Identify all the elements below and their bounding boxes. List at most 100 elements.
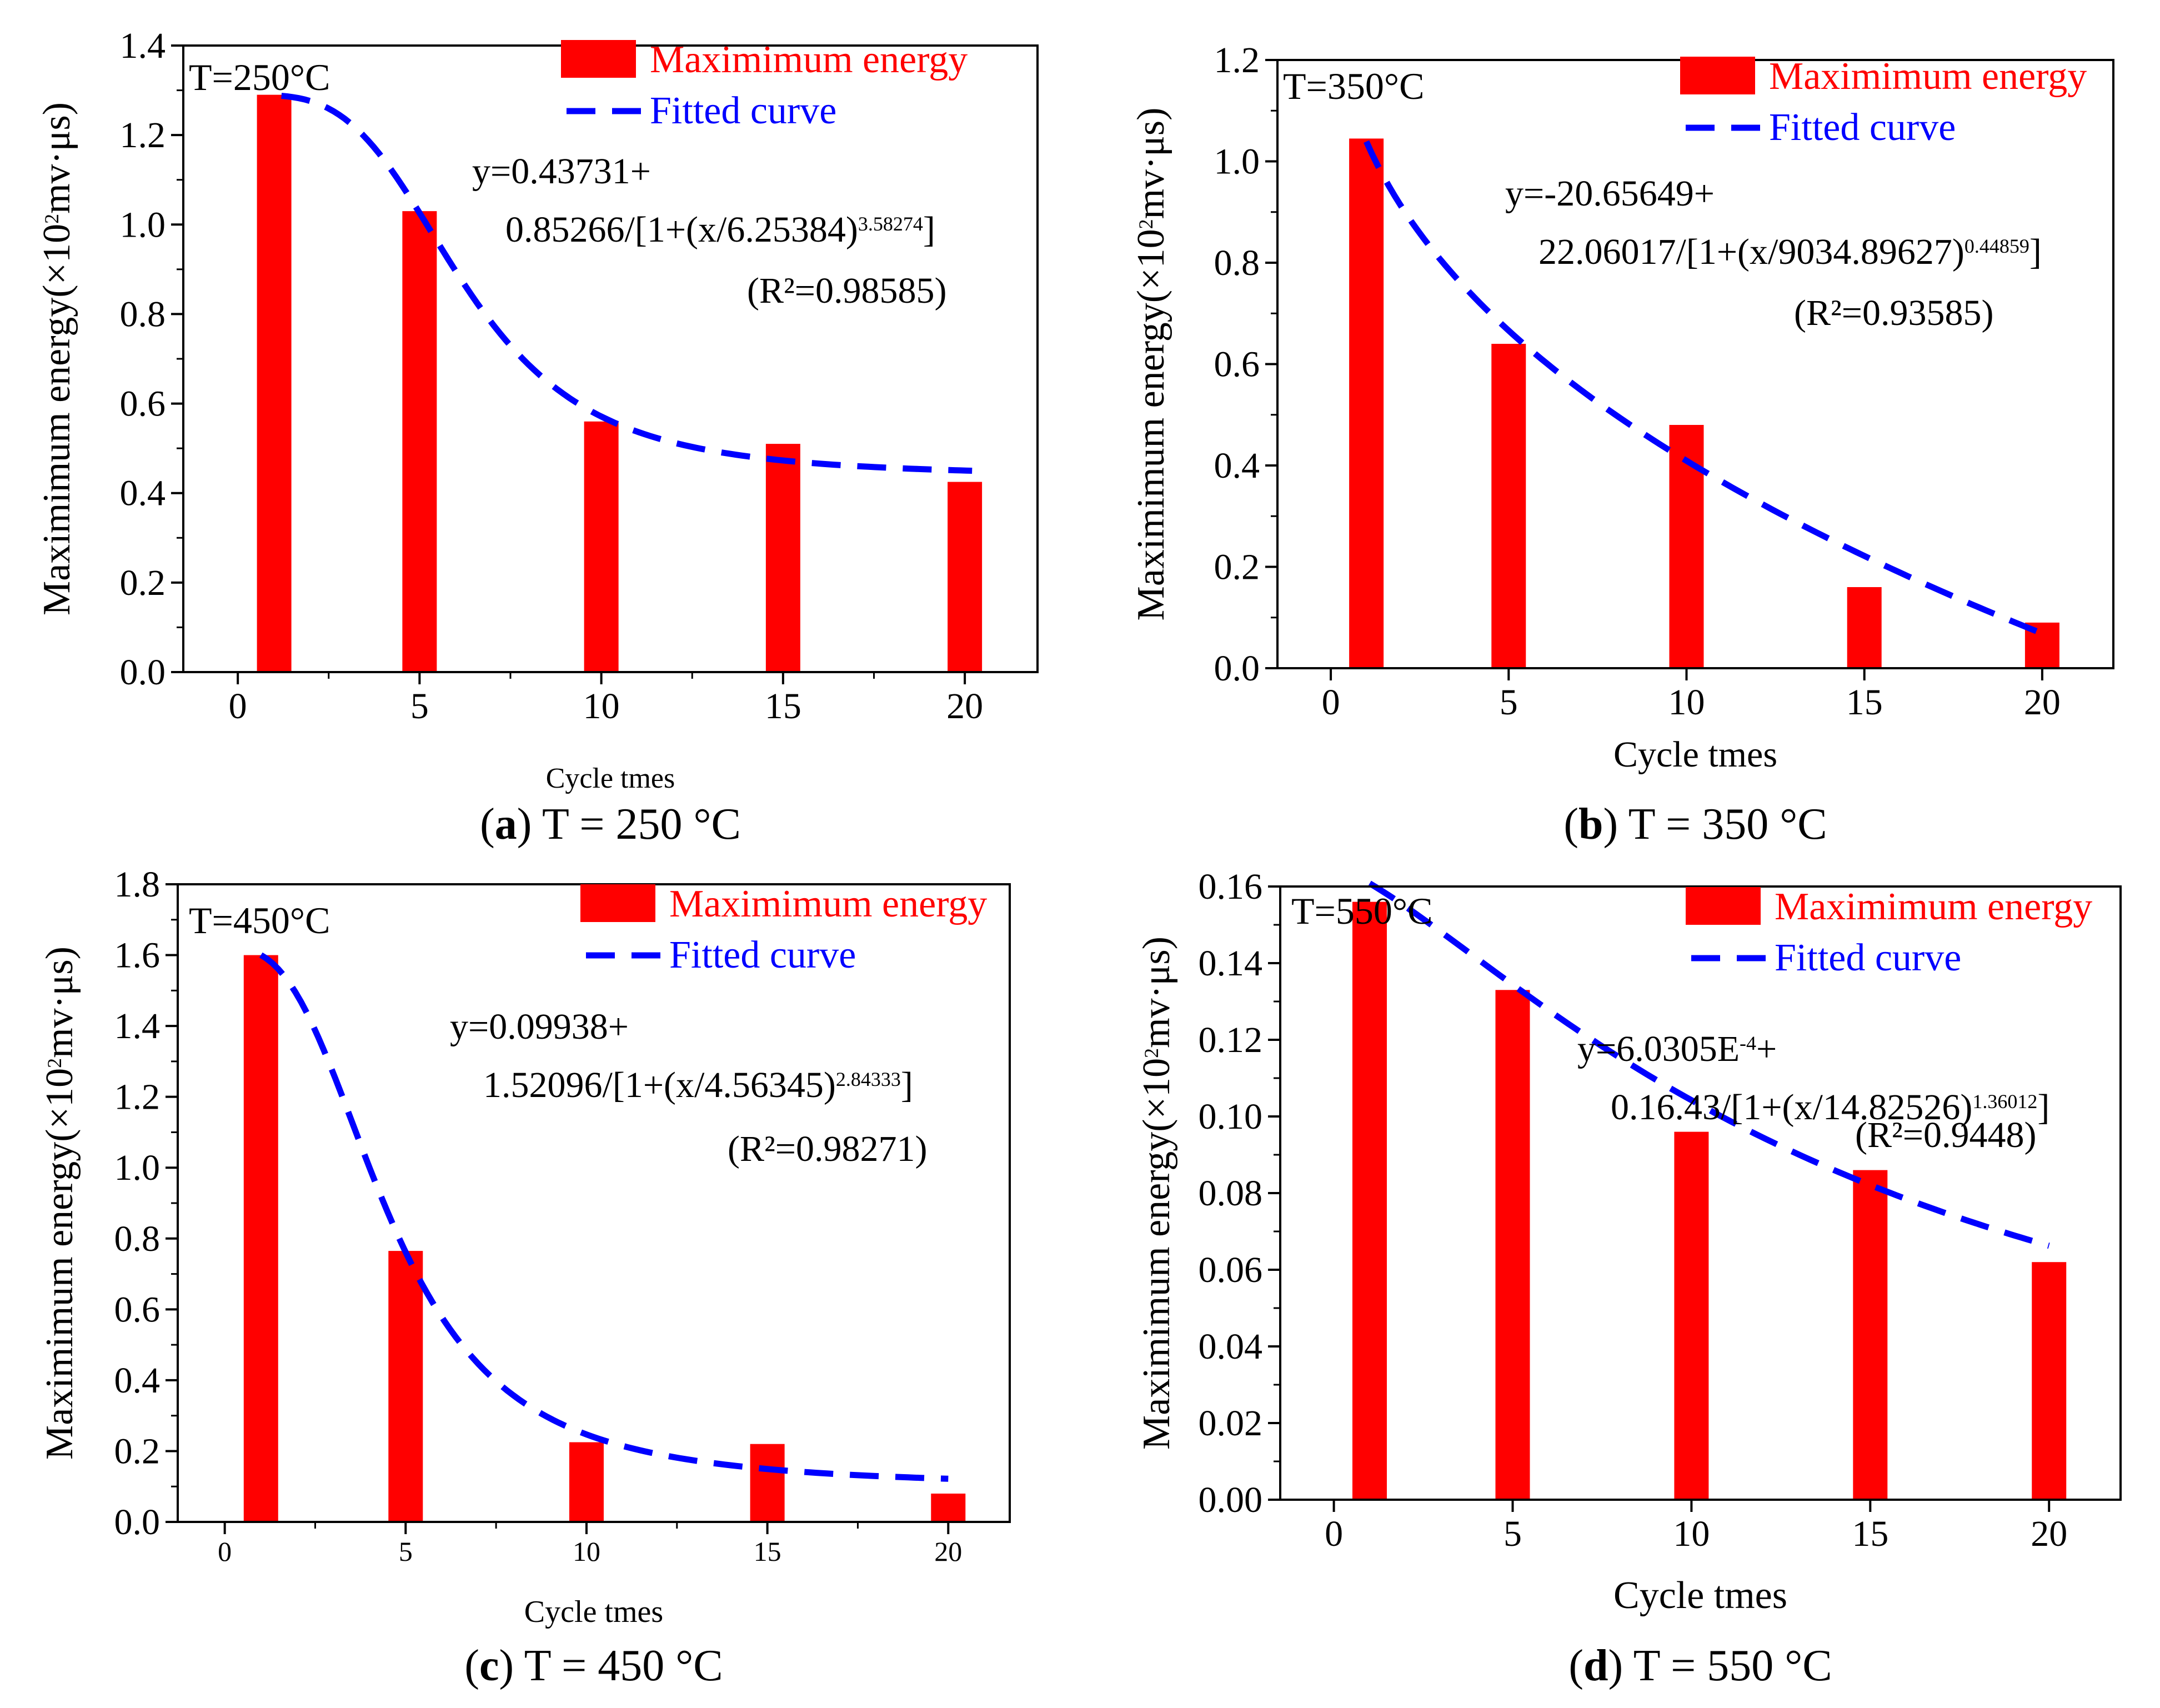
x-tick-label: 20 xyxy=(946,686,983,727)
fit-equation-line2-main: 0.16.43/[1+(x/14.82526) xyxy=(1611,1087,1972,1128)
x-tick-label: 5 xyxy=(399,1536,413,1567)
bar xyxy=(948,482,983,672)
y-axis-title-tail: mv·μs) xyxy=(1130,108,1172,219)
y-tick-label: 0.10 xyxy=(1199,1096,1263,1137)
fit-equation-exponent: 0.44859 xyxy=(1964,235,2029,257)
fit-equation-line1: y=-20.65649+ xyxy=(1505,173,1715,214)
bar xyxy=(1847,587,1882,668)
bar xyxy=(1349,138,1384,668)
caption-paren-open: ( xyxy=(1568,1641,1583,1690)
legend-fit-label: Fitted curve xyxy=(669,934,856,976)
y-tick-label: 0.16 xyxy=(1199,866,1263,907)
x-axis-title: Cycle tmes xyxy=(524,1595,663,1629)
fitted-curve xyxy=(1368,880,2050,1249)
bar xyxy=(750,1444,785,1522)
bar xyxy=(243,955,278,1522)
y-axis-title-tail: mv·μs) xyxy=(36,102,78,214)
x-tick-label: 5 xyxy=(1504,1514,1522,1554)
caption-paren-close: ) xyxy=(1603,800,1628,849)
fit-equation-exponent: 3.58274 xyxy=(858,213,923,235)
y-axis-title-main: Maximimum energy(×10 xyxy=(36,224,78,615)
y-axis-title: Maximimum energy(×102mv·μs) xyxy=(1135,936,1178,1450)
y-tick-label: 0.4 xyxy=(114,1360,161,1401)
caption-text: T = 450 °C xyxy=(524,1641,723,1690)
x-tick-label: 0 xyxy=(229,686,247,727)
y-tick-label: 0.2 xyxy=(120,563,166,603)
legend-bar-label: Maximimum energy xyxy=(650,38,968,81)
fit-equation-line2: 1.52096/[1+(x/4.56345)2.84333] xyxy=(483,1065,913,1105)
temperature-label: T=350°C xyxy=(1283,65,1424,107)
temperature-label: T=450°C xyxy=(189,899,330,941)
x-tick-label: 15 xyxy=(765,686,801,727)
legend-bar-label: Maximimum energy xyxy=(1775,885,2092,928)
fit-equation-line1-main: y=-20.65649+ xyxy=(1505,173,1715,214)
y-axis-title-sup: 2 xyxy=(1140,1048,1162,1058)
y-tick-label: 0.08 xyxy=(1199,1173,1263,1214)
x-tick-label: 0 xyxy=(1322,682,1340,723)
y-axis-title: Maximimum energy(×102mv·μs) xyxy=(38,946,81,1460)
y-axis-title-main: Maximimum energy(×10 xyxy=(1135,1058,1178,1450)
y-axis-title-tail: mv·μs) xyxy=(1135,936,1178,1048)
fit-equation-close: ] xyxy=(2029,232,2042,272)
fit-equation-close: ] xyxy=(901,1065,913,1105)
legend-bar-swatch xyxy=(580,884,655,922)
bar xyxy=(388,1251,423,1522)
x-tick-label: 15 xyxy=(1852,1514,1888,1554)
panel-caption: (c) T = 450 °C xyxy=(464,1641,723,1690)
r-squared-label: (R²=0.9448) xyxy=(1855,1115,2037,1155)
bar xyxy=(1352,901,1387,1500)
x-tick-label: 10 xyxy=(1668,682,1705,723)
legend-bar-label: Maximimum energy xyxy=(669,883,987,925)
fit-equation-line1: y=0.43731+ xyxy=(472,151,651,192)
legend-fit-label: Fitted curve xyxy=(1775,936,1961,979)
legend-fit-label: Fitted curve xyxy=(650,89,836,132)
chart-panel-d: 0 5 10 15 20 0.00 0.02 0.04 0.06 0.08 0.10 0.12 0.14… xyxy=(1135,866,2122,1690)
caption-paren-close: ) xyxy=(1608,1641,1633,1690)
y-tick-label: 0.06 xyxy=(1199,1250,1263,1290)
y-tick-label: 0.6 xyxy=(1214,344,1260,385)
bar xyxy=(1491,344,1526,668)
panel-caption: (b) T = 350 °C xyxy=(1563,800,1827,849)
y-tick-label: 0.02 xyxy=(1199,1403,1263,1444)
chart-panel-a: 0 5 10 15 20 0.0 0.2 0.4 0.6 0.8 1.0 1.2 1.4 Maximimu… xyxy=(36,26,1039,849)
x-tick-label: 15 xyxy=(754,1536,781,1567)
fit-equation-line1-main: y=0.43731+ xyxy=(472,151,651,192)
y-tick-label: 0.8 xyxy=(1214,243,1260,283)
y-axis-title-main: Maximimum energy(×10 xyxy=(38,1068,81,1460)
legend-bar-swatch xyxy=(1686,887,1761,925)
bar xyxy=(1853,1170,1888,1500)
caption-paren-open: ( xyxy=(464,1641,479,1690)
fit-equation-line2-main: 22.06017/[1+(x/9034.89627) xyxy=(1538,232,1964,272)
caption-letter: a xyxy=(495,800,517,849)
fit-equation-line2: 0.85266/[1+(x/6.25384)3.58274] xyxy=(505,209,935,250)
fit-equation-line1-tail: + xyxy=(1756,1029,1777,1069)
y-tick-label: 1.6 xyxy=(114,935,161,976)
caption-letter: b xyxy=(1578,800,1603,849)
y-tick-label: 1.2 xyxy=(120,115,166,156)
bar xyxy=(584,421,619,672)
y-tick-label: 0.4 xyxy=(1214,445,1260,486)
y-axis-title: Maximimum energy(×102mv·μs) xyxy=(36,102,78,615)
y-tick-label: 0.8 xyxy=(114,1219,161,1259)
legend-bar-swatch xyxy=(561,40,636,78)
y-tick-label: 0.8 xyxy=(120,294,166,334)
y-tick-label: 1.0 xyxy=(120,204,166,245)
y-tick-label: 1.0 xyxy=(114,1148,161,1188)
fit-equation-line2: 22.06017/[1+(x/9034.89627)0.44859] xyxy=(1538,232,2042,272)
bar xyxy=(2032,1262,2067,1500)
bar xyxy=(1495,990,1530,1500)
temperature-label: T=550°C xyxy=(1291,890,1432,932)
y-tick-label: 1.2 xyxy=(114,1077,161,1118)
y-tick-label: 1.0 xyxy=(1214,142,1260,182)
legend-bar-label: Maximimum energy xyxy=(1769,55,2087,98)
bar xyxy=(931,1493,966,1522)
caption-paren-close: ) xyxy=(517,800,542,849)
y-axis-title-sup: 2 xyxy=(43,1058,66,1068)
plot-frame xyxy=(177,883,1011,1523)
caption-paren-close: ) xyxy=(499,1641,524,1690)
caption-text: T = 550 °C xyxy=(1633,1641,1832,1690)
x-tick-label: 20 xyxy=(2031,1514,2067,1554)
fitted-curve xyxy=(281,93,973,474)
caption-letter: c xyxy=(479,1641,499,1690)
